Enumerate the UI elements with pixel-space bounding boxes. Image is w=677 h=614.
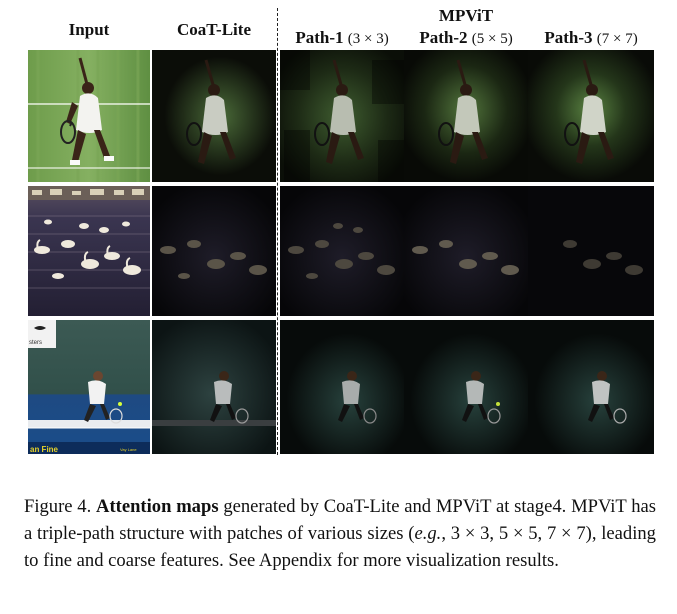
coat-lite-attention-row2 — [152, 186, 276, 316]
column-header-mpvit: MPViT — [438, 6, 494, 25]
path-1-attention-row1 — [280, 50, 404, 182]
banner-small-text: Vay Lane — [120, 447, 137, 452]
path-3-attention-row3 — [528, 320, 654, 454]
path-2-attention-row3 — [404, 320, 528, 454]
path-3-attention-row1 — [528, 50, 654, 182]
input-image-row2 — [28, 186, 150, 316]
dashed-divider — [277, 8, 278, 455]
column-header-coat-lite: CoaT-Lite — [177, 20, 251, 39]
banner-text: an Fine — [30, 445, 59, 454]
column-header-input: Input — [68, 20, 110, 39]
caption-bold: Attention maps — [96, 496, 219, 517]
logo-text: sters — [29, 340, 42, 346]
logo-icon — [34, 326, 46, 330]
path-1-attention-row3 — [280, 320, 404, 454]
caption-eg: e.g. — [414, 523, 442, 544]
path-3-attention-row2 — [528, 186, 654, 316]
path-2-attention-row2 — [404, 186, 528, 316]
caption-text-1: generated by CoaT-Lite and MPViT at stag… — [24, 496, 656, 544]
caption-text-2: , 3 × 3, 5 × 5, 7 × 7), leading to fine … — [24, 523, 656, 571]
column-header-path-1: Path-1 (3 × 3) — [295, 28, 389, 47]
column-header-path-2: Path-2 (5 × 5) — [419, 28, 513, 47]
coat-lite-attention-row1 — [152, 50, 276, 182]
input-image-row3: sters an Fine Vay Lane — [28, 320, 150, 454]
path-2-attention-row1 — [404, 50, 528, 182]
caption-label: Figure 4. — [24, 496, 92, 517]
input-image-row1 — [28, 50, 150, 182]
coat-lite-attention-row3 — [152, 320, 276, 454]
path-1-attention-row2 — [280, 186, 404, 316]
column-header-path-3: Path-3 (7 × 7) — [544, 28, 638, 47]
figure-caption: Figure 4. Attention maps generated by Co… — [24, 493, 656, 574]
